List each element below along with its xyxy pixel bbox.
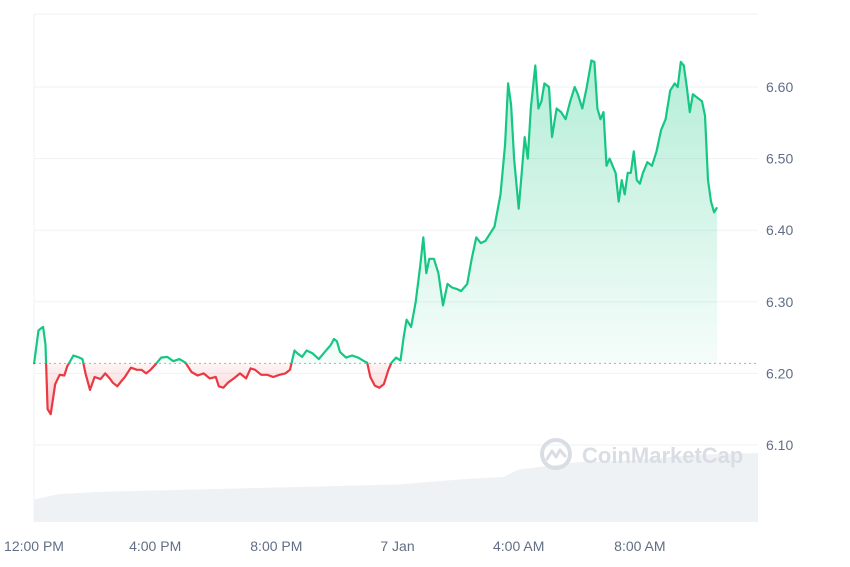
area-layer: [34, 60, 718, 415]
x-tick-label: 12:00 PM: [4, 538, 64, 554]
area-above-baseline: [34, 60, 718, 364]
line-layer: [32, 59, 719, 416]
y-tick-label: 6.40: [766, 222, 793, 238]
price-line-up: [32, 59, 719, 364]
watermark-text: CoinMarketCap: [582, 443, 743, 468]
y-tick-label: 6.30: [766, 294, 793, 310]
watermark: CoinMarketCap: [540, 438, 743, 470]
area-below-baseline: [34, 363, 718, 415]
y-tick-label: 6.60: [766, 79, 793, 95]
x-tick-label: 4:00 AM: [493, 538, 544, 554]
y-axis: 6.10 6.20 6.30 6.40 6.50 6.60: [766, 79, 793, 453]
y-tick-label: 6.50: [766, 151, 793, 167]
volume-layer: [34, 453, 758, 522]
x-tick-label: 4:00 PM: [129, 538, 181, 554]
grid-layer: [33, 13, 758, 522]
x-tick-label: 8:00 PM: [250, 538, 302, 554]
price-line-down: [32, 363, 393, 416]
y-tick-label: 6.20: [766, 365, 793, 381]
coinmarketcap-logo-icon: [540, 438, 572, 470]
x-axis: 12:00 PM 4:00 PM 8:00 PM 7 Jan 4:00 AM 8:00 A…: [4, 538, 666, 554]
x-tick-label: 8:00 AM: [614, 538, 665, 554]
y-tick-label: 6.10: [766, 437, 793, 453]
volume-area: [34, 453, 758, 522]
x-tick-label: 7 Jan: [380, 538, 414, 554]
